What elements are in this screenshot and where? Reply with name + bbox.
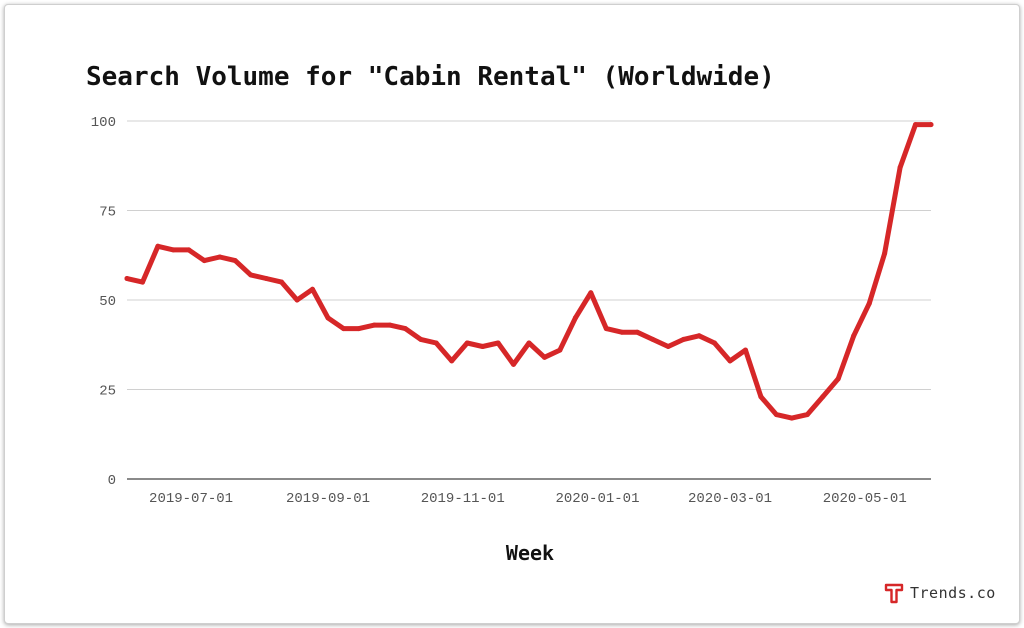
y-tick-label: 50: [99, 294, 116, 310]
data-point: [325, 315, 331, 321]
data-point: [913, 122, 918, 128]
data-point: [588, 290, 594, 296]
data-point: [170, 247, 176, 253]
data-point: [480, 344, 486, 349]
data-point: [773, 412, 779, 418]
data-point: [402, 326, 408, 332]
data-point: [743, 347, 748, 353]
data-point: [201, 258, 207, 264]
brand-watermark: Trends.co: [884, 582, 996, 604]
data-point: [928, 122, 934, 128]
grid-lines: [127, 120, 931, 480]
chart-frame: [4, 4, 1020, 624]
y-tick-label: 100: [91, 115, 116, 131]
data-point: [727, 358, 733, 364]
data-point: [665, 344, 671, 349]
data-point: [294, 297, 300, 303]
x-tick-label: 2019-09-01: [286, 491, 370, 507]
data-point: [449, 358, 455, 364]
data-point: [557, 347, 563, 353]
data-point: [882, 251, 888, 256]
data-point: [248, 272, 254, 278]
data-point: [634, 329, 640, 335]
trends-logo-icon: [884, 583, 904, 604]
data-point: [603, 326, 609, 332]
data-point: [433, 340, 439, 346]
x-tick-label: 2019-11-01: [421, 491, 505, 507]
data-point: [356, 326, 362, 332]
y-tick-label: 75: [99, 205, 116, 221]
data-point: [279, 279, 285, 285]
data-point: [418, 336, 424, 342]
data-point: [820, 394, 826, 400]
y-tick-label: 0: [108, 473, 116, 489]
data-point: [897, 165, 903, 170]
data-point: [526, 340, 532, 346]
x-axis-ticks: 2019-07-01 2019-09-01 2019-11-01 2020-01-01…: [149, 491, 907, 507]
data-point: [387, 322, 393, 328]
data-point: [341, 326, 346, 332]
y-tick-label: 25: [99, 384, 116, 400]
data-point: [866, 301, 872, 307]
x-tick-label: 2020-05-01: [823, 491, 907, 507]
data-point: [217, 254, 223, 260]
y-axis-ticks: 0 25 50 75 100: [91, 115, 116, 489]
series-group: [124, 122, 934, 421]
brand-name: Trends.co: [910, 584, 996, 602]
data-point: [511, 361, 516, 367]
data-point: [124, 276, 130, 281]
data-point: [835, 376, 841, 382]
data-point: [619, 329, 625, 335]
data-point: [140, 279, 145, 285]
series-line: [124, 122, 934, 421]
x-tick-label: 2020-03-01: [688, 491, 772, 507]
data-point: [371, 322, 377, 328]
data-point: [758, 394, 764, 400]
x-axis-label: Week: [505, 541, 555, 565]
data-point: [155, 243, 161, 249]
data-point: [650, 336, 656, 342]
x-tick-label: 2020-01-01: [555, 491, 639, 507]
data-point: [263, 276, 269, 281]
chart-title: Search Volume for "Cabin Rental" (Worldw…: [86, 62, 775, 92]
data-point: [495, 340, 501, 346]
data-point: [572, 315, 578, 321]
data-point: [186, 247, 192, 253]
data-point: [804, 412, 810, 418]
x-tick-label: 2019-07-01: [149, 491, 233, 507]
data-point: [681, 336, 687, 342]
data-point: [712, 340, 717, 346]
data-point: [232, 258, 238, 264]
data-point: [789, 415, 795, 421]
data-point: [464, 340, 470, 346]
data-point: [310, 286, 315, 292]
data-point: [696, 333, 702, 339]
data-point: [542, 354, 547, 360]
data-point: [851, 333, 857, 339]
